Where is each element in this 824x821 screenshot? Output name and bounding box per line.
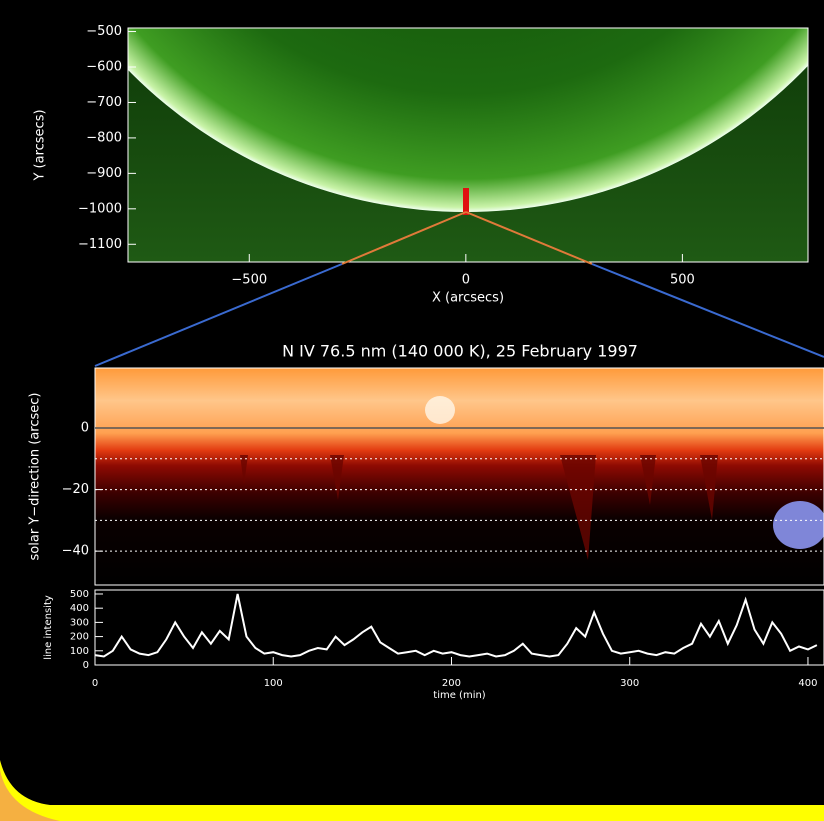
x-axis-label: X (arcsecs) <box>432 291 504 306</box>
y-tick-label: 500 <box>70 589 89 600</box>
y-tick-label: −800 <box>86 130 122 145</box>
y-tick-label: −500 <box>86 24 122 39</box>
y-tick-label: 0 <box>83 660 89 671</box>
y-tick-label: 300 <box>70 617 89 628</box>
intensity-line <box>95 594 817 657</box>
x-tick-label: 500 <box>670 273 695 288</box>
x-tick-label: 200 <box>442 678 461 689</box>
y-tick-label: 0 <box>81 421 89 436</box>
y-tick-label: 400 <box>70 603 89 614</box>
y-tick-label: −1100 <box>78 237 122 252</box>
y-tick-label: −700 <box>86 95 122 110</box>
y-axis-label: line intensity <box>43 595 54 660</box>
y-axis-label: Y (arcsecs) <box>33 109 48 181</box>
y-tick-label: −900 <box>86 166 122 181</box>
heatmap-image <box>95 368 824 585</box>
chart-title: N IV 76.5 nm (140 000 K), 25 February 19… <box>282 342 638 361</box>
solar-image <box>0 0 824 262</box>
x-tick-label: 0 <box>92 678 98 689</box>
x-tick-label: −500 <box>231 273 267 288</box>
y-tick-label: −40 <box>62 544 89 559</box>
x-tick-label: 0 <box>462 273 470 288</box>
y-tick-label: −20 <box>62 482 89 497</box>
x-tick-label: 300 <box>620 678 639 689</box>
figure: −500 −600 −700 −800 −900 −1000 −1100 −500 0 500 X … <box>0 0 824 821</box>
banner <box>0 760 824 821</box>
y-tick-label: 100 <box>70 646 89 657</box>
x-tick-label: 400 <box>798 678 817 689</box>
y-tick-label: 200 <box>70 632 89 643</box>
slit-marker <box>463 188 469 215</box>
y-tick-label: −1000 <box>78 201 122 216</box>
x-axis-label: time (min) <box>433 690 486 701</box>
y-tick-label: −600 <box>86 60 122 75</box>
y-axis-label: solar Y−direction (arcsec) <box>28 393 43 561</box>
x-tick-label: 100 <box>264 678 283 689</box>
